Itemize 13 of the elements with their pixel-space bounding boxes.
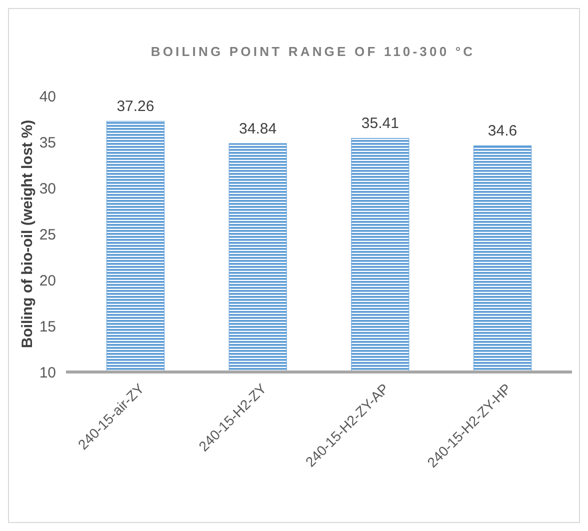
y-tick-label: 35 [39, 134, 56, 152]
y-tick-label: 20 [39, 272, 56, 290]
chart-title: BOILING POINT RANGE OF 110-300 °C [150, 44, 476, 59]
y-tick-label: 30 [39, 180, 56, 198]
y-axis-title: Boiling of bio-oil (weight lost %) [19, 120, 36, 348]
y-tick-label: 40 [39, 88, 56, 106]
data-label: 37.26 [116, 98, 154, 116]
y-tick-label: 10 [39, 364, 56, 382]
data-label: 34.6 [488, 122, 518, 140]
data-label: 35.41 [361, 115, 399, 132]
data-label: 34.84 [239, 120, 277, 138]
y-tick-label: 15 [39, 318, 56, 336]
y-tick-label: 25 [39, 226, 56, 244]
